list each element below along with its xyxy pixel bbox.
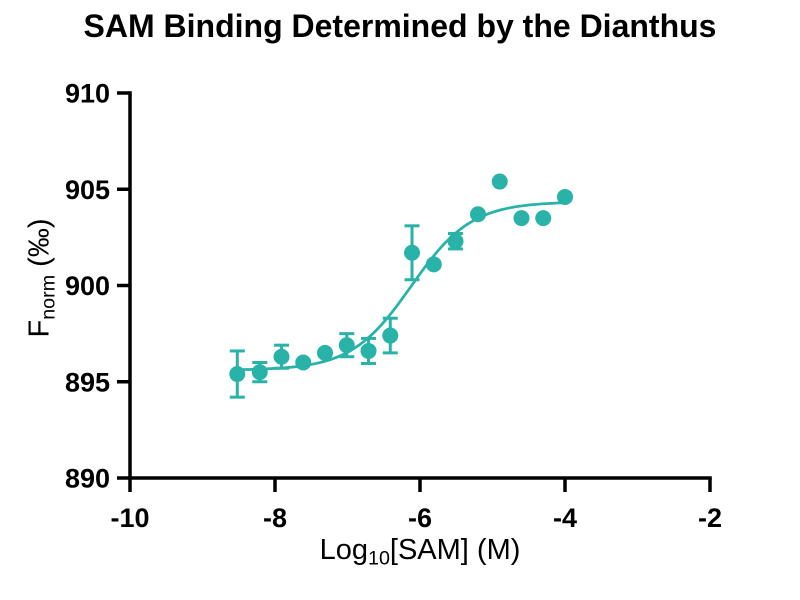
- data-point: [382, 327, 399, 344]
- x-axis-tick-label: -8: [263, 503, 287, 533]
- y-axis-tick-label: 905: [65, 175, 110, 205]
- data-point: [360, 342, 377, 359]
- data-point: [229, 366, 246, 383]
- data-point: [535, 210, 552, 227]
- y-axis-title-prefix: F: [23, 319, 56, 338]
- x-axis-tick-label: -10: [110, 503, 149, 533]
- data-point: [447, 233, 464, 250]
- axis-spines: [128, 91, 712, 480]
- x-axis-tick-label: -4: [553, 503, 577, 533]
- y-axis-tick-label: 900: [65, 271, 110, 301]
- x-axis-title-subscript: 10: [367, 547, 390, 570]
- data-point: [470, 206, 486, 223]
- data-point: [317, 344, 334, 361]
- data-point: [295, 354, 312, 371]
- data-point: [425, 256, 442, 273]
- fit-curve: [233, 201, 567, 372]
- x-axis-tick-label: -6: [408, 503, 432, 533]
- data-point: [513, 210, 530, 227]
- data-point: [251, 364, 268, 381]
- data-point: [338, 337, 355, 354]
- y-axis-tick-label: 890: [65, 464, 110, 494]
- y-axis-title-subscript: norm: [37, 274, 60, 320]
- x-axis-title: Log10[SAM] (M): [20, 534, 800, 571]
- x-axis-tick-label: -2: [698, 503, 722, 533]
- data-point: [557, 188, 573, 205]
- y-axis-tick-label: 910: [65, 79, 110, 109]
- y-axis-title: Fnorm (‰): [24, 219, 61, 338]
- y-axis-tick-label: 895: [65, 367, 110, 397]
- chart-title: SAM Binding Determined by the Dianthus: [83, 8, 717, 44]
- x-axis-title-prefix: Log: [319, 534, 368, 566]
- x-axis-title-suffix: [SAM] (M): [389, 534, 521, 566]
- y-axis-title-suffix: (‰): [23, 218, 56, 275]
- data-point: [404, 244, 421, 261]
- data-point: [491, 173, 508, 190]
- data-point: [273, 348, 290, 365]
